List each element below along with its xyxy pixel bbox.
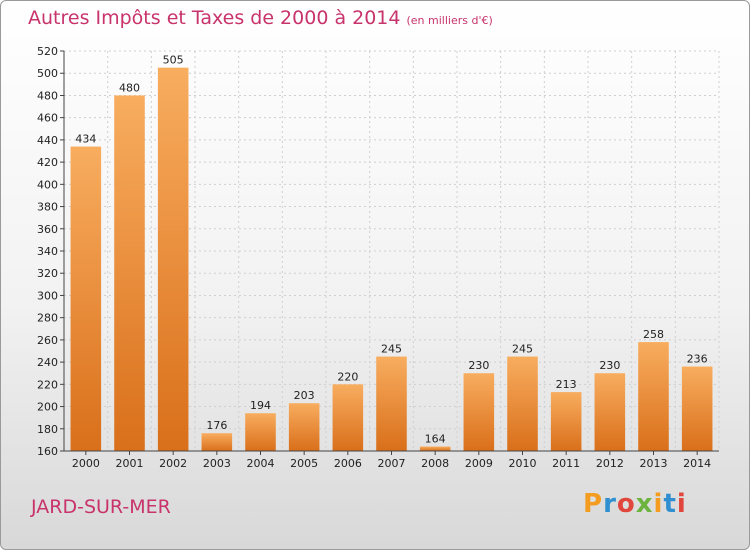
logo-letter: r <box>603 489 617 519</box>
data-label: 245 <box>512 343 533 356</box>
y-tick-label: 340 <box>37 245 58 258</box>
y-tick-label: 460 <box>37 112 58 125</box>
bar-2000 <box>70 146 102 452</box>
y-tick-label: 360 <box>37 223 58 236</box>
x-tick-label: 2010 <box>509 457 537 470</box>
x-tick-label: 2009 <box>465 457 493 470</box>
data-label: 258 <box>643 328 664 341</box>
data-label: 220 <box>337 370 358 383</box>
y-tick-label: 380 <box>37 201 58 214</box>
data-label: 505 <box>163 54 184 67</box>
x-tick-label: 2014 <box>683 457 711 470</box>
x-tick-label: 2001 <box>116 457 144 470</box>
bar-2004 <box>245 413 276 451</box>
y-tick-label: 440 <box>37 134 58 147</box>
location-name: JARD-SUR-MER <box>31 496 171 518</box>
bar-2002 <box>157 67 189 452</box>
bar-2010 <box>507 356 538 451</box>
x-tick-label: 2013 <box>640 457 668 470</box>
chart-title-text: Autres Impôts et Taxes de 2000 à 2014 <box>28 7 401 29</box>
bar-2007 <box>376 356 407 451</box>
x-tick-label: 2011 <box>552 457 580 470</box>
y-tick-label: 160 <box>37 445 58 458</box>
proxiti-logo: Proxiti <box>583 489 687 519</box>
data-label: 480 <box>119 81 140 94</box>
x-tick-label: 2004 <box>247 457 275 470</box>
y-tick-label: 260 <box>37 334 58 347</box>
y-tick-label: 220 <box>37 378 58 391</box>
data-label: 434 <box>75 133 96 146</box>
y-tick-label: 500 <box>37 67 58 80</box>
logo-letter: o <box>616 489 636 519</box>
data-label: 203 <box>294 389 315 402</box>
y-tick-label: 180 <box>37 423 58 436</box>
bar-2008 <box>419 446 451 451</box>
x-tick-label: 2007 <box>378 457 406 470</box>
logo-letter: i <box>653 489 664 519</box>
bar-2009 <box>463 373 495 451</box>
data-label: 176 <box>206 419 227 432</box>
bar-2003 <box>201 433 233 451</box>
logo-letter: x <box>635 489 654 519</box>
x-tick-label: 2000 <box>72 457 100 470</box>
bar-2006 <box>332 384 364 451</box>
y-tick-label: 400 <box>37 178 58 191</box>
y-tick-label: 480 <box>37 89 58 102</box>
data-label: 245 <box>381 343 402 356</box>
data-label: 213 <box>556 378 577 391</box>
chart-subtitle: (en milliers d'€) <box>406 14 493 27</box>
x-tick-label: 2003 <box>203 457 231 470</box>
logo-letter: t <box>663 489 677 519</box>
bar-2001 <box>114 95 145 451</box>
y-tick-label: 420 <box>37 156 58 169</box>
logo-letter: P <box>583 489 604 519</box>
data-label: 230 <box>599 359 620 372</box>
y-tick-label: 280 <box>37 312 58 325</box>
bar-2014 <box>681 366 713 451</box>
bar-2012 <box>594 373 626 451</box>
bar-2011 <box>550 392 582 451</box>
y-tick-label: 200 <box>37 401 58 414</box>
y-tick-label: 300 <box>37 289 58 302</box>
data-label: 194 <box>250 399 271 412</box>
x-tick-label: 2002 <box>159 457 187 470</box>
data-label: 236 <box>687 353 708 366</box>
x-tick-label: 2008 <box>421 457 449 470</box>
data-label: 230 <box>468 359 489 372</box>
x-tick-label: 2005 <box>290 457 318 470</box>
y-tick-label: 240 <box>37 356 58 369</box>
bar-2005 <box>288 403 320 451</box>
bar-2013 <box>638 342 669 451</box>
data-label: 164 <box>425 433 446 446</box>
x-tick-label: 2006 <box>334 457 362 470</box>
x-tick-label: 2012 <box>596 457 624 470</box>
y-tick-label: 520 <box>37 45 58 58</box>
y-tick-label: 320 <box>37 267 58 280</box>
chart-title: Autres Impôts et Taxes de 2000 à 2014 (en… <box>28 7 493 29</box>
logo-letter: i <box>676 489 687 519</box>
